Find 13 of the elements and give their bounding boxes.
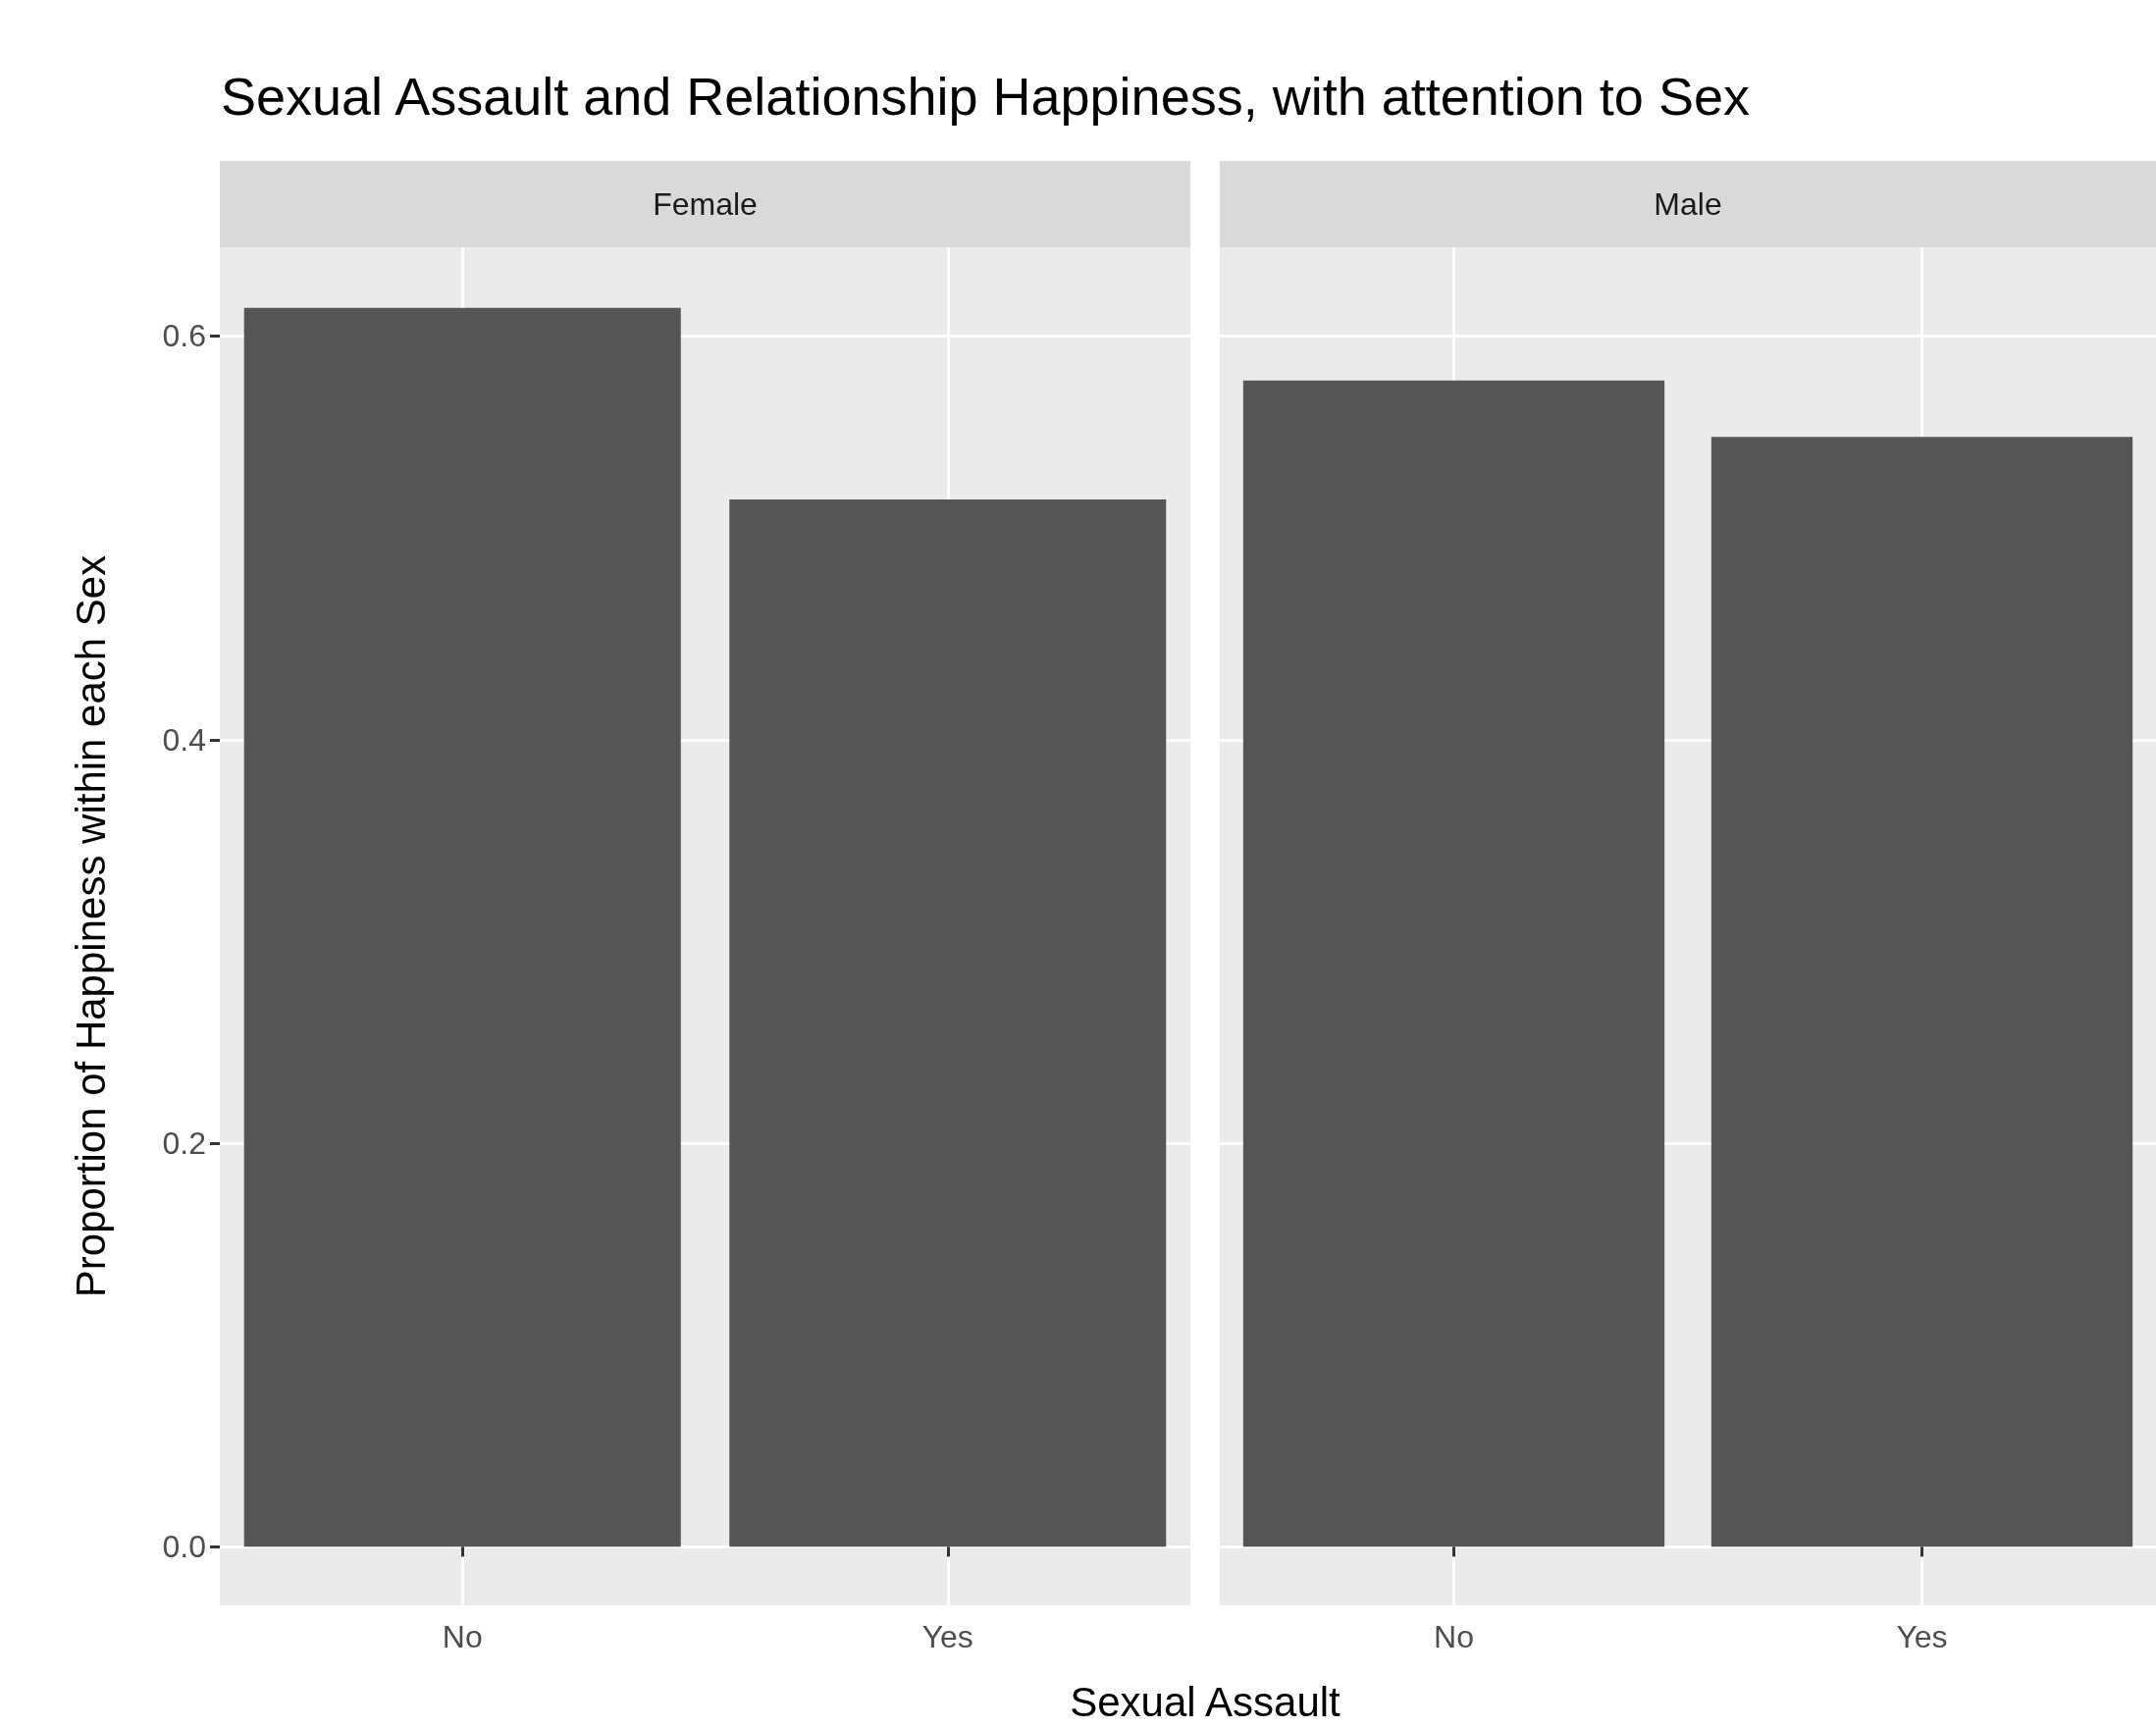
chart-title: Sexual Assault and Relationship Happiness, with attention to Sex bbox=[221, 67, 1750, 126]
x-tick-label: Yes bbox=[1896, 1619, 1948, 1654]
y-tick-label: 0.6 bbox=[162, 318, 206, 354]
y-tick-label: 0.4 bbox=[162, 721, 206, 758]
chart-subtitle: Female bbox=[653, 186, 758, 222]
x-axis-title: Sexual Assault bbox=[1070, 1678, 1341, 1725]
x-tick-label: Yes bbox=[921, 1619, 973, 1654]
x-tick-label: No bbox=[442, 1619, 483, 1654]
x-tick-label: No bbox=[1434, 1619, 1474, 1654]
y-tick-label: 0.0 bbox=[162, 1529, 206, 1565]
chart-subtitle: Male bbox=[1654, 186, 1722, 222]
y-axis-title: Proportion of Happiness within each Sex bbox=[67, 554, 114, 1298]
y-tick-label: 0.2 bbox=[162, 1126, 206, 1162]
